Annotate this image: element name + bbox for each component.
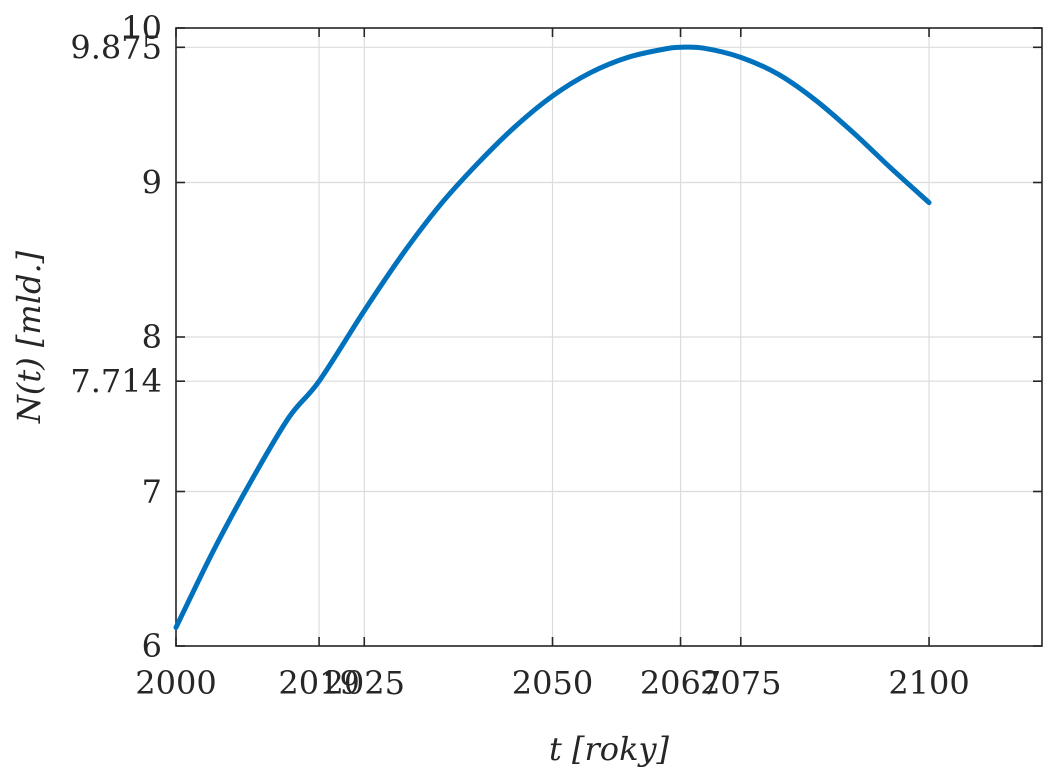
grid xyxy=(175,27,1042,647)
x-tick-label: 2000 xyxy=(135,664,216,702)
y-tick-label: 10 xyxy=(121,9,162,47)
x-tick-label: 2050 xyxy=(512,664,593,702)
series-line xyxy=(173,44,932,630)
x-tick-label: 2067 xyxy=(640,664,721,702)
y-tick-label: 7 xyxy=(142,473,162,511)
series-layer xyxy=(173,44,932,630)
y-axis-label: N(t) [mld.] xyxy=(10,250,48,424)
x-tick-label: 2075 xyxy=(700,664,781,702)
y-tick-label: 9.875 xyxy=(70,28,162,66)
y-tick-label: 7.714 xyxy=(70,362,162,400)
y-tick-label: 6 xyxy=(142,627,162,665)
y-tick-label: 8 xyxy=(142,318,162,356)
x-tick-label: 2100 xyxy=(888,664,969,702)
tick-marks xyxy=(175,27,1042,647)
y-tick-label: 9 xyxy=(142,164,162,202)
x-axis-label: t [roky] xyxy=(549,730,670,768)
x-tick-label: 2019 xyxy=(278,664,359,702)
x-tick-label: 2025 xyxy=(324,664,405,702)
